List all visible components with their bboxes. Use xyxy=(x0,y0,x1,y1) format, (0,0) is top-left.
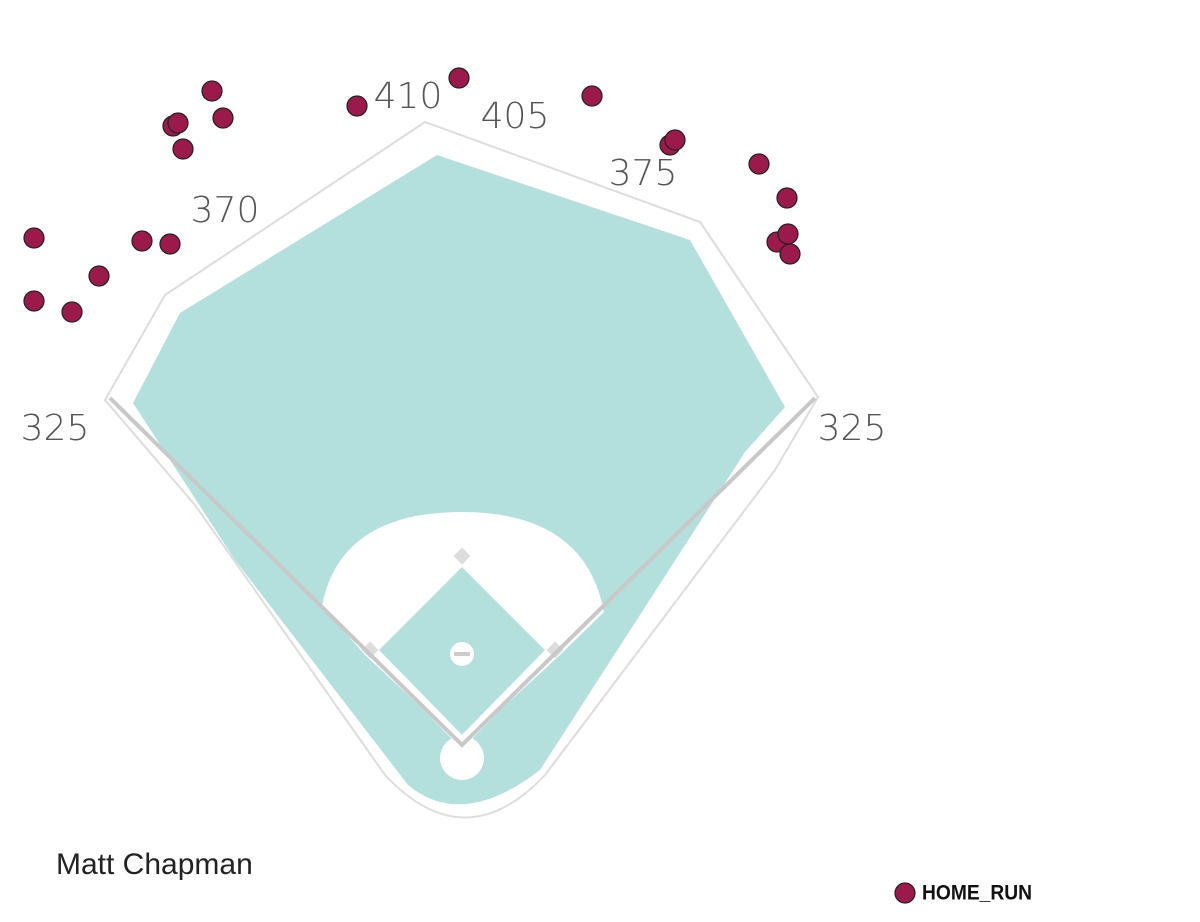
home-run-point xyxy=(664,129,686,151)
home-run-point xyxy=(61,301,83,323)
home-run-point xyxy=(777,223,799,245)
home-run-point xyxy=(779,243,801,265)
distance-label: 370 xyxy=(191,190,260,231)
home-run-point xyxy=(776,187,798,209)
home-run-point xyxy=(23,290,45,312)
distance-label: 325 xyxy=(21,408,90,449)
home-run-point xyxy=(581,85,603,107)
legend-label: HOME_RUN xyxy=(922,882,1032,905)
home-run-point xyxy=(159,233,181,255)
distance-label: 410 xyxy=(374,76,443,117)
home-run-point xyxy=(748,153,770,175)
home-run-point xyxy=(167,112,189,134)
home-run-point xyxy=(88,265,110,287)
home-run-point xyxy=(212,107,234,129)
home-run-point xyxy=(23,227,45,249)
distance-label: 405 xyxy=(481,96,550,137)
home-run-point xyxy=(448,67,470,89)
distance-label: 375 xyxy=(609,153,678,194)
home-run-point xyxy=(201,80,223,102)
home-run-point xyxy=(172,138,194,160)
home-run-point xyxy=(346,95,368,117)
distance-labels: 325 370 410 405 375 325 xyxy=(21,76,887,449)
distance-label: 325 xyxy=(818,408,887,449)
legend-marker xyxy=(894,882,916,904)
field xyxy=(103,120,820,819)
chart-title: Matt Chapman xyxy=(56,848,253,881)
home-run-point xyxy=(131,230,153,252)
